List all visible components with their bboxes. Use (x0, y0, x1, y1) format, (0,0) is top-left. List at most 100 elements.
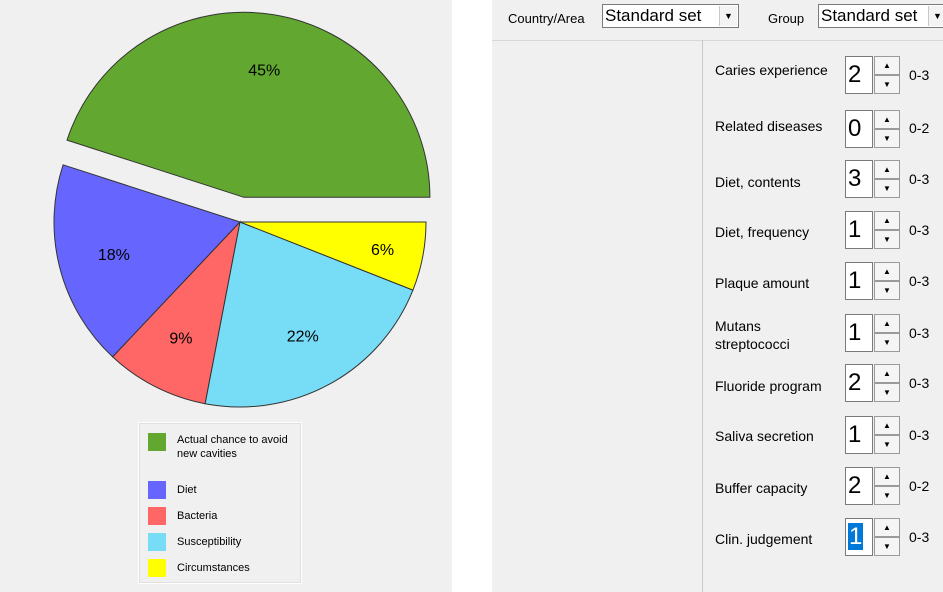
legend-item-diet: Diet (148, 481, 297, 499)
country-area-label: Country/Area (508, 11, 585, 26)
spin-down-icon[interactable]: ▼ (874, 333, 900, 352)
factor-range: 0-3 (909, 375, 930, 391)
group-label: Group (768, 11, 805, 26)
spin-up-icon[interactable]: ▲ (874, 416, 900, 435)
factor-value-input[interactable]: 2 (845, 364, 873, 402)
factor-row-mutans-streptococci: Mutans streptococci 1 ▲ ▼ 0-3 (715, 314, 943, 360)
factor-label: Fluoride program (715, 378, 822, 394)
vertical-divider (702, 40, 703, 592)
legend-label: Circumstances (177, 562, 250, 574)
risk-factor-panel: Country/Area Standard set ▼ Group Standa… (492, 0, 943, 592)
spin-up-icon[interactable]: ▲ (874, 110, 900, 129)
slice-label: 6% (371, 242, 394, 259)
spin-up-icon[interactable]: ▲ (874, 467, 900, 486)
legend-swatch (148, 433, 166, 451)
legend-label: Diet (177, 484, 197, 496)
slice-circumstances (239, 221, 427, 291)
factor-label: Diet, frequency (715, 224, 810, 240)
legend-label: Bacteria (177, 510, 218, 522)
factor-row-diet-frequency: Diet, frequency 1 ▲ ▼ 0-3 (715, 211, 943, 257)
factor-range: 0-3 (909, 273, 930, 289)
factor-range: 0-3 (909, 427, 930, 443)
factor-value-input[interactable]: 2 (845, 467, 873, 505)
factor-value-input[interactable]: 1 (845, 262, 873, 300)
filter-bar: Country/Area Standard set ▼ Group Standa… (492, 0, 943, 41)
chart-legend: Actual chance to avoid new cavities Diet… (138, 422, 302, 584)
panel-gap (452, 0, 492, 592)
spin-up-icon[interactable]: ▲ (874, 364, 900, 383)
spin-up-icon[interactable]: ▲ (874, 518, 900, 537)
spin-down-icon[interactable]: ▼ (874, 435, 900, 454)
factor-row-caries-experience: Caries experience 2 ▲ ▼ 0-3 (715, 56, 943, 102)
pie-chart: 45% 18% 9% 22% 6% (53, 11, 431, 408)
factor-label: Related diseases (715, 118, 823, 134)
spin-down-icon[interactable]: ▼ (874, 129, 900, 148)
legend-swatch (148, 533, 166, 551)
factor-label: Clin. judgement (715, 531, 813, 547)
legend-swatch (148, 559, 166, 577)
spin-up-icon[interactable]: ▲ (874, 314, 900, 333)
legend-swatch (148, 481, 166, 499)
factor-value-input[interactable]: 1 (845, 314, 873, 352)
spin-down-icon[interactable]: ▼ (874, 486, 900, 505)
factor-label: Plaque amount (715, 275, 810, 291)
spin-down-icon[interactable]: ▼ (874, 179, 900, 198)
slice-susceptibility (204, 221, 414, 408)
factor-range: 0-3 (909, 171, 930, 187)
dropdown-arrow-icon[interactable]: ▼ (719, 6, 737, 26)
spin-down-icon[interactable]: ▼ (874, 230, 900, 249)
factor-value-input[interactable]: 1 (845, 416, 873, 454)
factor-value-input[interactable]: 1 (845, 518, 873, 556)
selected-value-text: 1 (848, 523, 864, 550)
legend-label: Actual chance to avoid new cavities (177, 434, 288, 460)
slice-label: 45% (248, 62, 280, 79)
spin-down-icon[interactable]: ▼ (874, 281, 900, 300)
slice-label: 18% (98, 247, 130, 264)
factor-row-related-diseases: Related diseases 0 ▲ ▼ 0-2 (715, 108, 943, 154)
factor-row-buffer-capacity: Buffer capacity 2 ▲ ▼ 0-2 (715, 467, 943, 513)
factor-row-plaque-amount: Plaque amount 1 ▲ ▼ 0-3 (715, 262, 943, 308)
spin-down-icon[interactable]: ▼ (874, 75, 900, 94)
country-area-select[interactable]: Standard set ▼ (602, 4, 739, 28)
legend-label: Susceptibility (177, 536, 242, 548)
legend-item-circumstances: Circumstances (148, 559, 297, 577)
factor-range: 0-2 (909, 478, 930, 494)
legend-swatch (148, 507, 166, 525)
group-value: Standard set (821, 6, 918, 25)
group-select[interactable]: Standard set ▼ (818, 4, 943, 28)
factor-row-clin-judgement: Clin. judgement 1 ▲ ▼ 0-3 (715, 518, 943, 564)
factor-range: 0-3 (909, 67, 930, 83)
spin-up-icon[interactable]: ▲ (874, 160, 900, 179)
slice-bacteria (111, 220, 241, 405)
factor-row-diet-contents: Diet, contents 3 ▲ ▼ 0-3 (715, 160, 943, 206)
factor-label: Buffer capacity (715, 480, 808, 496)
factor-label: Caries experience (715, 62, 828, 78)
spin-up-icon[interactable]: ▲ (874, 262, 900, 281)
legend-item-susceptibility: Susceptibility (148, 533, 297, 551)
spin-up-icon[interactable]: ▲ (874, 56, 900, 75)
factor-range: 0-3 (909, 325, 930, 341)
slice-label: 22% (287, 328, 319, 345)
slice-diet (53, 164, 241, 358)
spin-down-icon[interactable]: ▼ (874, 383, 900, 402)
factor-range: 0-3 (909, 529, 930, 545)
factor-range: 0-2 (909, 120, 930, 136)
factor-row-saliva-secretion: Saliva secretion 1 ▲ ▼ 0-3 (715, 416, 943, 462)
factor-label: Mutans streptococci (715, 318, 790, 352)
spin-up-icon[interactable]: ▲ (874, 211, 900, 230)
factor-value-input[interactable]: 3 (845, 160, 873, 198)
factor-label: Saliva secretion (715, 428, 814, 444)
factor-value-input[interactable]: 0 (845, 110, 873, 148)
factor-range: 0-3 (909, 222, 930, 238)
slice-label: 9% (169, 330, 192, 347)
factor-row-fluoride-program: Fluoride program 2 ▲ ▼ 0-3 (715, 364, 943, 410)
legend-item-actual-chance: Actual chance to avoid new cavities (148, 433, 297, 461)
spin-down-icon[interactable]: ▼ (874, 537, 900, 556)
factor-value-input[interactable]: 2 (845, 56, 873, 94)
factor-label: Diet, contents (715, 174, 801, 190)
factor-value-input[interactable]: 1 (845, 211, 873, 249)
slice-actual-chance (66, 11, 431, 198)
country-area-value: Standard set (605, 6, 702, 25)
chart-panel: 45% 18% 9% 22% 6% Actual chance to avoid new… (0, 0, 452, 592)
dropdown-arrow-icon[interactable]: ▼ (928, 6, 943, 26)
